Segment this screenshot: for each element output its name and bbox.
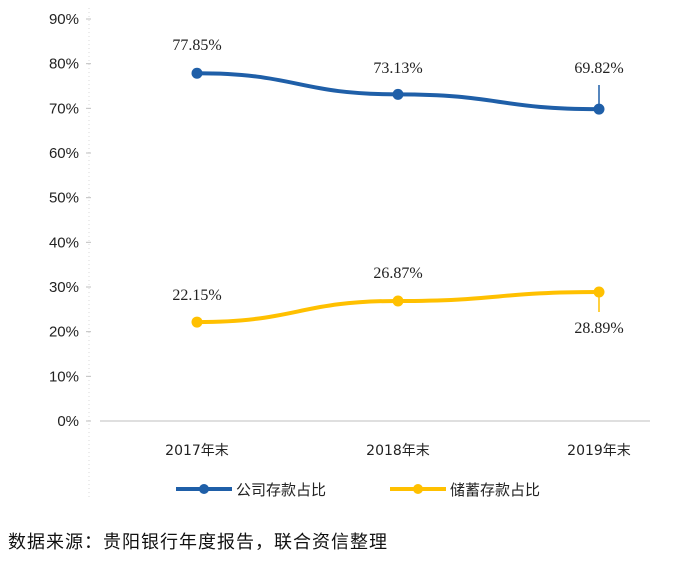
line-chart: 0% 10% 20% 30% 40% 50% 60% 70% 80% 90% 2017年末 2018… [49, 8, 650, 500]
y-tick-label: 60% [49, 145, 79, 162]
x-axis-ticks: 2017年末 2018年末 2019年末 [165, 443, 631, 459]
data-point [392, 295, 404, 307]
legend-marker [199, 484, 209, 494]
x-tick-label: 2018年末 [366, 443, 430, 459]
y-tick-label: 30% [49, 279, 79, 296]
data-label: 77.85% [172, 37, 221, 54]
data-label: 69.82% [574, 60, 623, 77]
data-label: 26.87% [373, 265, 422, 282]
data-point [191, 67, 203, 79]
y-tick-label: 40% [49, 234, 79, 251]
y-axis-ticks: 0% 10% 20% 30% 40% 50% 60% 70% 80% 90% [49, 11, 91, 430]
data-label: 22.15% [172, 287, 221, 304]
data-point [191, 316, 203, 328]
y-tick-label: 10% [49, 368, 79, 385]
data-label: 73.13% [373, 60, 422, 77]
data-label: 28.89% [574, 320, 623, 337]
legend-label: 公司存款占比 [236, 481, 326, 499]
legend-label: 储蓄存款占比 [450, 481, 540, 499]
x-tick-label: 2019年末 [567, 443, 631, 459]
x-tick-label: 2017年末 [165, 443, 229, 459]
y-tick-label: 50% [49, 190, 79, 207]
y-tick-label: 20% [49, 324, 79, 341]
data-point [392, 88, 404, 100]
legend-marker [413, 484, 423, 494]
legend: 公司存款占比 储蓄存款占比 [176, 481, 540, 499]
data-point [593, 103, 605, 115]
y-tick-label: 0% [57, 413, 79, 430]
y-tick-label: 80% [49, 56, 79, 73]
y-tick-label: 90% [49, 11, 79, 28]
data-point [593, 286, 605, 298]
source-note: 数据来源：贵阳银行年度报告，联合资信整理 [8, 532, 388, 553]
series-layer: 77.85% 73.13% 69.82% 22.15% 26.87% 28.89% [172, 37, 623, 337]
y-tick-label: 70% [49, 100, 79, 117]
